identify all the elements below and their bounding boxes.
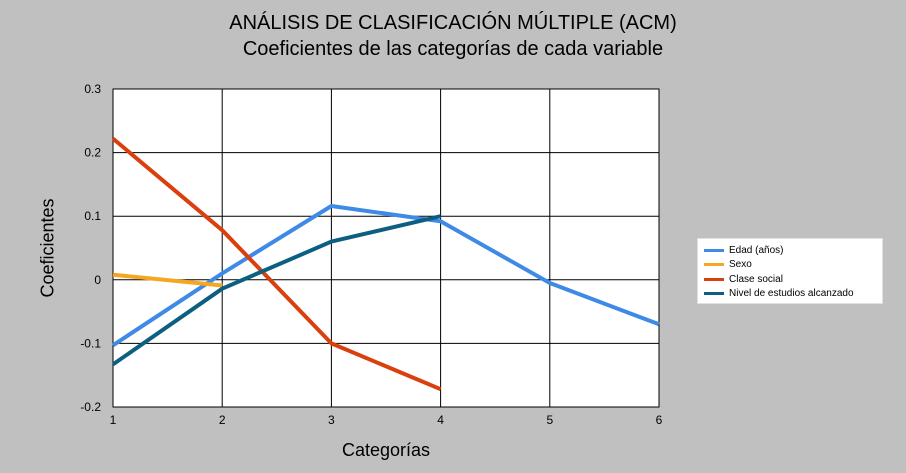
chart-subtitle: Coeficientes de las categorías de cada v…	[242, 38, 664, 60]
x-tick-label: 6	[656, 413, 663, 427]
y-tick-label: -0.1	[80, 336, 101, 350]
x-tick-label: 1	[110, 413, 117, 427]
legend-label: Clase social	[729, 273, 783, 285]
x-tick-label: 3	[328, 413, 335, 427]
legend-item: Edad (años)	[704, 243, 876, 258]
legend-swatch	[704, 248, 724, 252]
legend-item: Clase social	[704, 272, 876, 287]
y-tick-label: 0.3	[84, 82, 101, 96]
legend-item: Sexo	[704, 258, 876, 273]
legend-swatch	[704, 277, 724, 281]
series-line-3	[111, 137, 442, 392]
legend-label: Nivel de estudios alcanzado	[729, 288, 854, 300]
legend-label: Edad (años)	[729, 244, 784, 256]
y-tick-label: 0.1	[84, 209, 101, 223]
y-axis-label: Coeficientes	[37, 198, 58, 298]
series-line-4	[111, 214, 442, 367]
plot-area	[112, 88, 660, 408]
x-axis-label: Categorías	[341, 440, 431, 460]
legend-swatch	[704, 292, 724, 296]
x-tick-label: 5	[546, 413, 553, 427]
y-tick-label: 0	[94, 273, 101, 287]
x-tick-label: 2	[219, 413, 226, 427]
tick-labels: 1 2 3 4 5 6 -0.2 -0.1 0 0.1 0.2 0.3	[80, 82, 662, 427]
legend-swatch	[704, 263, 724, 267]
series-line-2	[112, 272, 223, 288]
legend-label: Sexo	[729, 259, 752, 271]
y-tick-label: -0.2	[80, 400, 101, 414]
series-lines	[111, 137, 660, 392]
chart-title: ANÁLISIS DE CLASIFICACIÓN MÚLTIPLE (ACM)	[229, 12, 677, 34]
legend-item: Nivel de estudios alcanzado	[704, 287, 876, 302]
grid-lines	[112, 88, 660, 408]
legend: Edad (años) Sexo Clase social Nivel de estu…	[697, 238, 883, 304]
y-tick-label: 0.2	[84, 146, 101, 160]
x-tick-label: 4	[437, 413, 444, 427]
